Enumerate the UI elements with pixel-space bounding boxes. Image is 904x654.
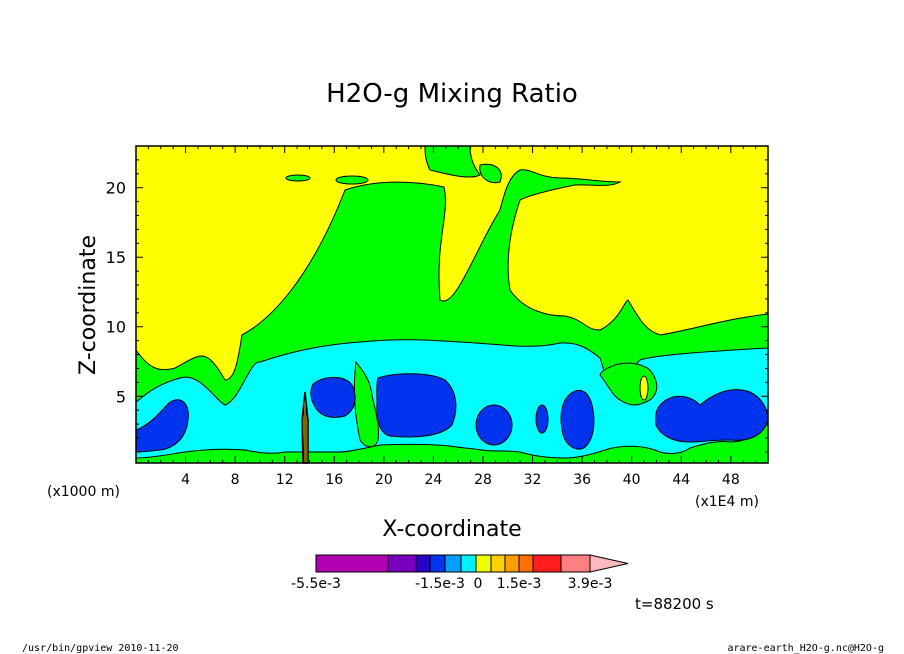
yellow-right-spot xyxy=(639,375,649,401)
colorbar-segment xyxy=(475,554,492,573)
y-tick-label: 20 xyxy=(106,179,126,198)
green-small-blob xyxy=(285,174,311,182)
blue-blob-right xyxy=(655,389,769,443)
colorbar-segment xyxy=(490,554,506,573)
blue-blob-center xyxy=(376,373,457,438)
y-unit-label: (x1000 m) xyxy=(47,484,120,500)
colorbar-segment xyxy=(429,554,446,573)
colorbar-segment xyxy=(387,554,417,573)
y-tick-label: 15 xyxy=(106,248,126,267)
plot-frame xyxy=(135,145,769,464)
x-tick-label: 40 xyxy=(623,472,641,488)
time-label: t=88200 s xyxy=(635,595,714,613)
x-tick-label: 48 xyxy=(722,472,740,488)
x-tick-label: 20 xyxy=(375,472,393,488)
colorbar-segment xyxy=(415,554,431,573)
colorbar-segment xyxy=(315,554,389,573)
y-axis-title: Z-coordinate xyxy=(76,235,101,375)
colorbar-arrow xyxy=(589,554,629,573)
x-axis: 4 8 12 16 20 24 28 32 36 40 44 48 xyxy=(147,146,757,488)
colorbar-segment xyxy=(504,554,520,573)
colorbar-segment xyxy=(518,554,534,573)
x-tick-label: 16 xyxy=(325,472,343,488)
colorbar-tick-label: -5.5e-3 xyxy=(291,576,341,592)
x-tick-label: 28 xyxy=(474,472,492,488)
colorbar-segment xyxy=(460,554,477,573)
blue-blob-3 xyxy=(475,404,513,446)
x-unit-label: (x1E4 m) xyxy=(695,494,759,510)
colorbar-tick-label: 3.9e-3 xyxy=(568,576,613,592)
blue-blob-5 xyxy=(560,390,595,450)
y-tick-label: 5 xyxy=(116,387,126,406)
x-tick-label: 24 xyxy=(424,472,442,488)
colorbar-segment xyxy=(560,554,591,573)
green-top-blob xyxy=(424,145,481,178)
blue-blob-4 xyxy=(535,404,549,434)
blue-blob-2 xyxy=(310,376,356,418)
footer-right: arare-earth_H2O-g.nc@H2O-g xyxy=(727,643,884,654)
colorbar-tick-label: -1.5e-3 xyxy=(415,576,465,592)
x-tick-label: 32 xyxy=(524,472,542,488)
footer-left: /usr/bin/gpview 2010-11-20 xyxy=(22,643,179,654)
colorbar-tick-label: 1.5e-3 xyxy=(497,576,542,592)
green-inner-strip xyxy=(353,360,379,448)
x-tick-label: 12 xyxy=(276,472,294,488)
x-tick-label: 44 xyxy=(672,472,690,488)
blue-blob-left xyxy=(135,399,189,453)
colorbar: -5.5e-3 -1.5e-3 0 1.5e-3 3.9e-3 xyxy=(291,554,629,592)
x-tick-label: 4 xyxy=(181,472,190,488)
x-tick-label: 36 xyxy=(573,472,591,488)
y-tick-label: 10 xyxy=(106,318,126,337)
colorbar-segment xyxy=(444,554,462,573)
colorbar-tick-label: 0 xyxy=(474,576,483,592)
colorbar-segment xyxy=(532,554,562,573)
green-small-blob2 xyxy=(335,175,369,185)
chart-title: H2O-g Mixing Ratio xyxy=(326,79,578,109)
green-top-blob2 xyxy=(479,163,502,184)
plot-area xyxy=(135,145,769,464)
y-axis: 5 10 15 20 xyxy=(106,159,768,453)
x-tick-label: 8 xyxy=(231,472,240,488)
x-axis-title: X-coordinate xyxy=(382,517,521,542)
